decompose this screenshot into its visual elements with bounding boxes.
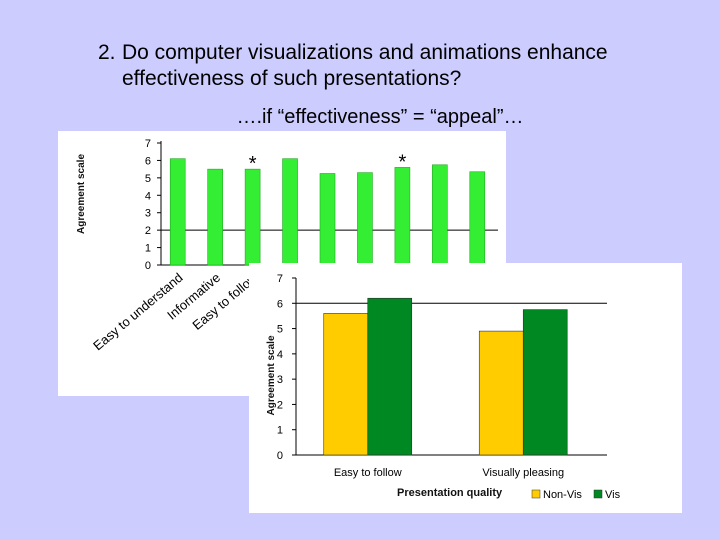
y-tick-label: 5 bbox=[277, 324, 283, 336]
y-tick-label: 3 bbox=[145, 208, 151, 220]
chart-panel-vis-comparison: 0 1 2 3 4 5 6 7 Easy to follow Visually pleasing A… bbox=[249, 263, 682, 513]
y-tick-label: 2 bbox=[145, 225, 151, 237]
y-tick-label: 6 bbox=[145, 155, 151, 167]
x-category-label: Visually pleasing bbox=[482, 467, 564, 479]
slide-subtitle: ….if “effectiveness” = “appeal”… bbox=[236, 106, 524, 128]
bar bbox=[244, 168, 261, 266]
y-tick-label: 0 bbox=[277, 450, 283, 462]
y-tick-label: 3 bbox=[277, 374, 283, 386]
bar bbox=[169, 158, 186, 266]
y-tick-label: 4 bbox=[145, 190, 151, 202]
bar bbox=[319, 173, 336, 266]
legend-swatch-non-vis bbox=[531, 489, 541, 499]
significance-mark: * bbox=[249, 153, 257, 175]
x-category-label: Easy to follow bbox=[334, 467, 402, 479]
y-tick-label: 2 bbox=[277, 399, 283, 411]
x-axis-title: Presentation quality bbox=[397, 487, 503, 499]
question-number: 2. bbox=[98, 41, 116, 64]
bar bbox=[357, 172, 373, 266]
y-tick-label: 7 bbox=[145, 138, 151, 150]
bar bbox=[207, 168, 223, 266]
bar bbox=[282, 158, 298, 266]
y-axis-title: Agreement scale bbox=[266, 335, 277, 415]
bar bbox=[432, 164, 448, 266]
y-tick-label: 1 bbox=[277, 425, 283, 437]
question-text: Do computer visualizations and animation… bbox=[122, 41, 608, 90]
significance-mark: * bbox=[398, 151, 406, 173]
y-axis-title: Agreement scale bbox=[76, 154, 87, 234]
y-tick-label: 0 bbox=[145, 260, 151, 272]
bar-non-vis bbox=[323, 313, 369, 456]
y-tick-label: 4 bbox=[277, 349, 283, 361]
bar bbox=[469, 171, 486, 266]
y-tick-label: 5 bbox=[145, 173, 151, 185]
bar bbox=[394, 167, 411, 266]
y-tick-label: 7 bbox=[277, 273, 283, 285]
y-tick-label: 1 bbox=[145, 243, 151, 255]
bar-non-vis bbox=[478, 330, 524, 456]
legend-label: Non-Vis bbox=[543, 489, 582, 501]
bar-vis bbox=[522, 309, 568, 456]
presentation-quality-chart: 0 1 2 3 4 5 6 7 Easy to follow Visually pleasing A… bbox=[266, 273, 621, 501]
legend-swatch-vis bbox=[593, 489, 603, 499]
legend-label: Vis bbox=[605, 489, 621, 501]
slide-title: 2. Do computer visualizations and animat… bbox=[98, 40, 698, 92]
y-tick-label: 6 bbox=[277, 298, 283, 310]
bar-vis bbox=[367, 297, 413, 456]
